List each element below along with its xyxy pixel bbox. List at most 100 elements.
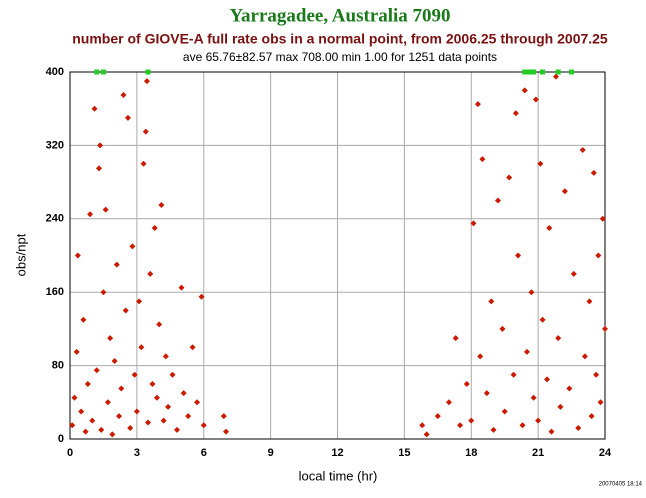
data-point [519, 422, 526, 429]
data-point [198, 293, 205, 300]
plot-border [69, 71, 606, 440]
data-point [593, 371, 600, 378]
data-point [142, 128, 149, 135]
data-point [490, 426, 497, 433]
data-point [116, 413, 123, 420]
clipped-point [522, 69, 528, 75]
y-tick-label: 240 [46, 213, 64, 225]
data-point [156, 321, 163, 328]
data-point [74, 252, 81, 259]
x-tick-label: 21 [532, 447, 544, 459]
clipped-point [100, 69, 106, 75]
data-point [120, 91, 127, 98]
data-point [599, 215, 606, 222]
data-point [158, 202, 165, 209]
data-point [140, 160, 147, 167]
data-point [111, 358, 118, 365]
data-point [97, 142, 104, 149]
data-point [579, 146, 586, 153]
data-point [452, 335, 459, 342]
data-point [495, 197, 501, 204]
data-point [91, 105, 98, 112]
data-point [118, 385, 125, 392]
data-point [515, 252, 522, 259]
data-point [499, 325, 506, 332]
data-point [107, 335, 114, 342]
data-point [557, 403, 564, 410]
data-point [200, 422, 207, 429]
data-point [174, 426, 180, 433]
data-point [82, 428, 89, 435]
y-axis-label: obs/npt [13, 233, 28, 276]
x-tick-label: 6 [201, 447, 207, 459]
data-point [169, 371, 176, 378]
clipped-point [145, 69, 151, 75]
data-point [80, 316, 87, 323]
data-point [457, 422, 464, 429]
data-point [539, 316, 546, 323]
data-point [548, 428, 555, 435]
data-point [147, 270, 154, 277]
data-point [122, 307, 129, 314]
data-point [530, 394, 537, 401]
data-point [537, 160, 544, 167]
data-point [528, 289, 535, 296]
data-point [521, 87, 528, 94]
data-point [143, 78, 150, 85]
data-point [131, 371, 138, 378]
data-point [566, 385, 573, 392]
data-point [180, 390, 187, 397]
data-point [104, 399, 111, 406]
stats-line: ave 65.76±82.57 max 708.00 min 1.00 for … [183, 50, 497, 64]
data-point [445, 399, 452, 406]
data-point [185, 413, 192, 420]
data-point [468, 417, 475, 424]
data-point [71, 394, 78, 401]
data-point [223, 428, 230, 435]
data-point [69, 422, 76, 429]
data-point [434, 413, 441, 420]
data-point [138, 344, 145, 351]
data-point [512, 110, 519, 117]
clipped-point [531, 69, 537, 75]
data-point [506, 174, 513, 181]
data-point [552, 73, 559, 80]
data-point [588, 413, 595, 420]
clipped-point [555, 69, 561, 75]
data-point [479, 156, 486, 163]
data-point [87, 211, 94, 218]
data-point [133, 408, 140, 415]
data-point [595, 252, 602, 259]
data-point [151, 224, 158, 231]
data-point [73, 348, 80, 355]
data-point [129, 243, 136, 250]
data-point [575, 424, 582, 431]
x-tick-label: 3 [134, 447, 140, 459]
data-point [127, 424, 134, 431]
timestamp: 20070405 18:14 [599, 482, 643, 488]
data-point [89, 417, 96, 424]
x-tick-label: 0 [67, 447, 73, 459]
x-axis-label: local time (hr) [299, 468, 378, 483]
data-point [419, 422, 426, 429]
data-point [546, 224, 553, 231]
data-point [189, 344, 196, 351]
data-point [597, 399, 604, 406]
y-tick-label: 400 [46, 66, 64, 78]
x-tick-label: 15 [398, 447, 410, 459]
data-point [109, 431, 116, 438]
clipped-point [94, 69, 100, 75]
data-point [581, 353, 588, 360]
data-point [160, 417, 167, 424]
y-tick-label: 80 [52, 360, 64, 372]
data-point [136, 298, 143, 305]
data-point [100, 289, 107, 296]
clipped-point [540, 69, 546, 75]
y-tick-label: 160 [46, 286, 64, 298]
data-point [555, 335, 562, 342]
data-point [178, 284, 185, 291]
data-point [93, 367, 100, 374]
data-point [532, 96, 539, 103]
data-point [586, 298, 593, 305]
data-point [165, 403, 172, 410]
